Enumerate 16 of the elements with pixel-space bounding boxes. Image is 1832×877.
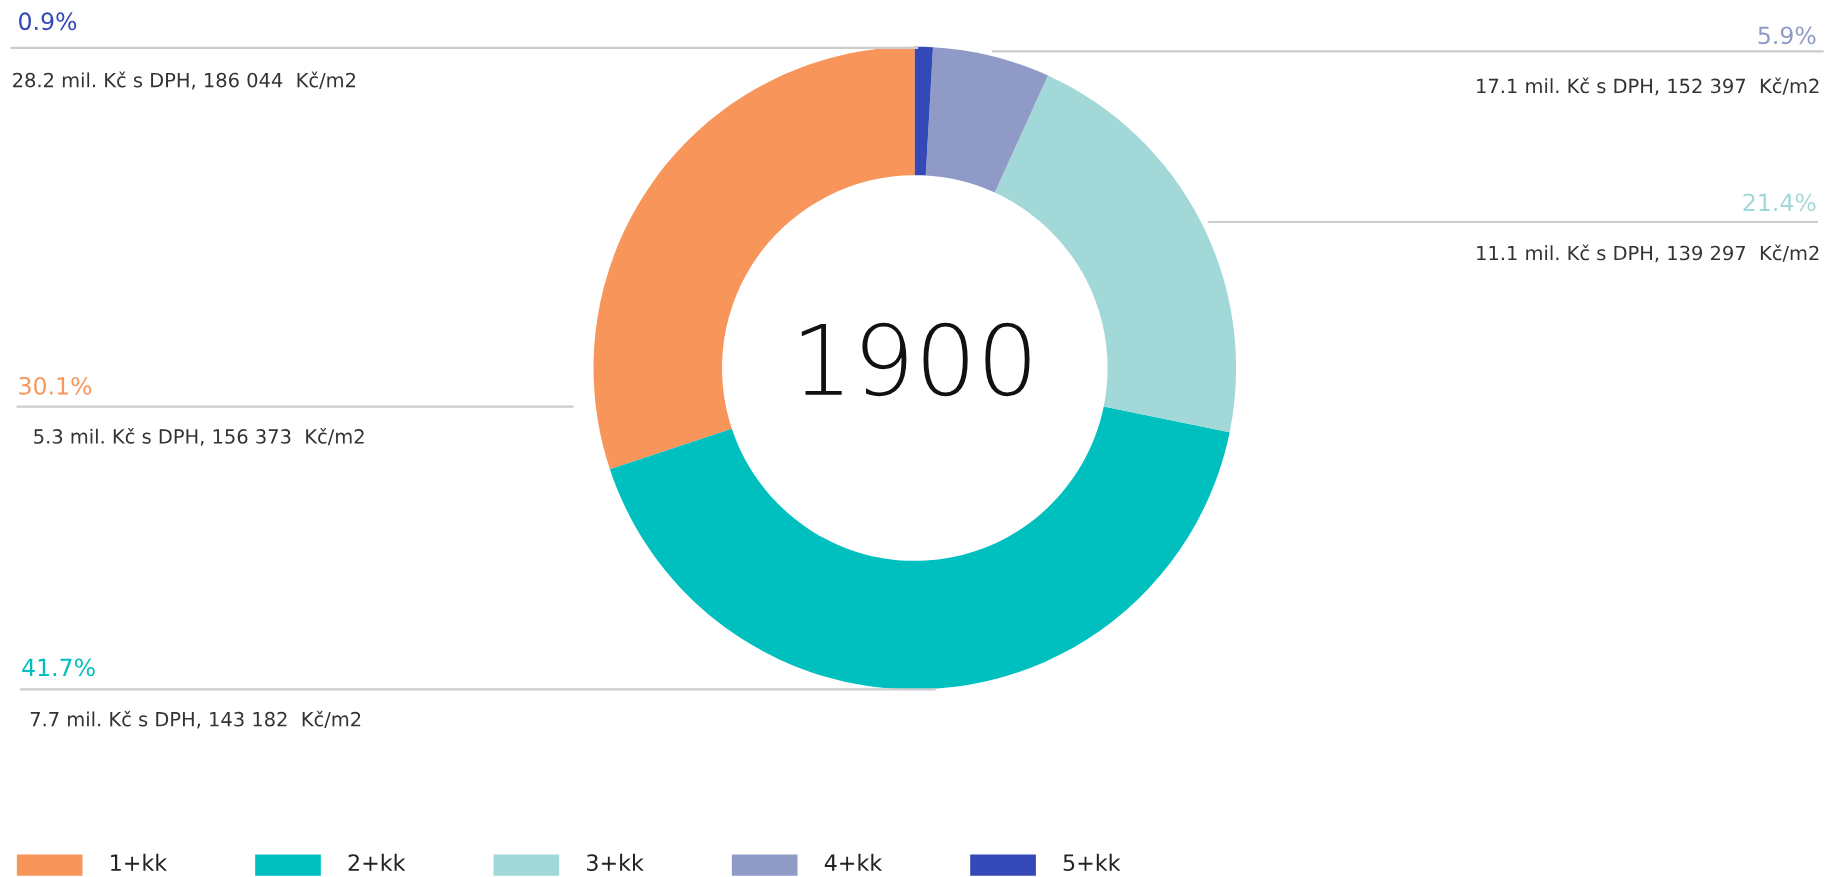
text: 28.2 mil. Kč s DPH, 186 044 Kč/m2 xyxy=(13,71,356,90)
legend-label: 2+kk xyxy=(348,853,406,871)
legend-label: 1+kk xyxy=(111,853,168,871)
data-label: 21.4% xyxy=(1743,193,1816,212)
text: 1900 xyxy=(801,322,1030,397)
legend-label: 4+kk xyxy=(824,853,883,871)
text: 5.3 mil. Kč s DPH, 156 373 Kč/m2 xyxy=(34,427,364,446)
legend-label: 5+kk xyxy=(1063,853,1121,872)
text: 17.1 mil. Kč s DPH, 152 397 Kč/m2 xyxy=(1477,77,1819,96)
data-label: 5.9% xyxy=(1758,26,1816,45)
data-label: 30.1% xyxy=(19,376,92,395)
data-label: 41.7% xyxy=(22,658,95,677)
legend-label: 3+kk xyxy=(587,853,644,872)
data-label: 0.9% xyxy=(19,12,77,31)
text: 11.1 mil. Kč s DPH, 139 297 Kč/m2 xyxy=(1477,244,1819,263)
text: 7.7 mil. Kč s DPH, 143 182 Kč/m2 xyxy=(30,710,361,729)
